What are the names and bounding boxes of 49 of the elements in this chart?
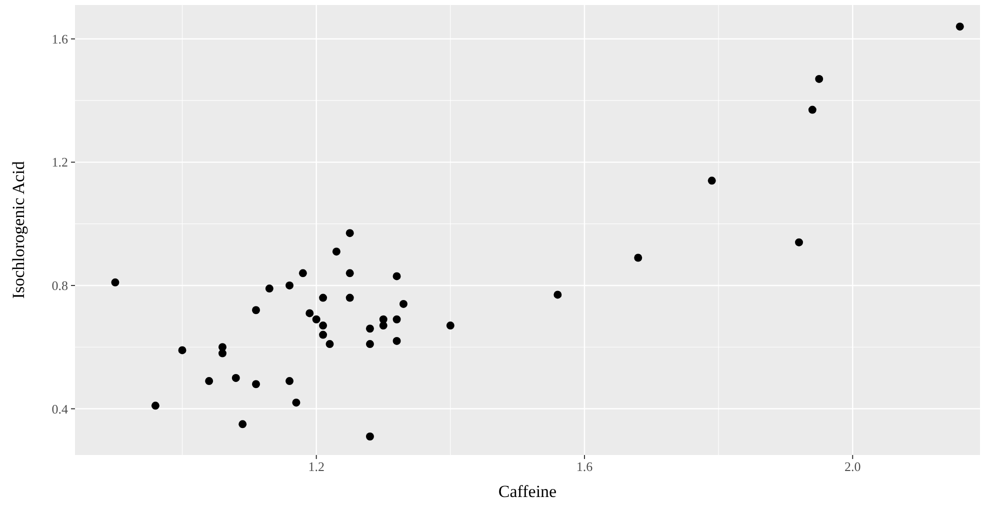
y-axis-title: Isochlorogenic Acid (9, 160, 28, 299)
point (392, 336, 401, 345)
point (319, 322, 328, 330)
point (808, 106, 816, 114)
point (292, 398, 300, 407)
point (218, 349, 226, 358)
point (178, 346, 186, 354)
point (634, 254, 642, 262)
point (346, 294, 354, 302)
point (399, 300, 408, 308)
point (232, 374, 240, 382)
y-tick-label: 1.2 (52, 154, 68, 170)
point (366, 324, 374, 333)
point (252, 380, 260, 388)
point (265, 284, 274, 293)
point (956, 22, 964, 31)
point (252, 306, 260, 314)
point (238, 420, 247, 428)
y-tick-label: 0.8 (52, 278, 68, 294)
point (326, 340, 334, 348)
point (392, 272, 401, 280)
point (346, 229, 354, 238)
y-tick-label: 1.6 (52, 31, 68, 46)
point (319, 330, 328, 339)
point (312, 315, 320, 324)
x-tick-label: 1.2 (308, 459, 324, 474)
point (708, 176, 716, 185)
point (366, 432, 374, 441)
point (379, 322, 388, 330)
point (554, 290, 562, 299)
point (111, 278, 120, 286)
point (366, 340, 374, 348)
point (815, 74, 824, 83)
y-tick-label: 0.4 (52, 401, 68, 416)
point (306, 309, 314, 318)
point (286, 377, 294, 386)
x-tick-label: 2.0 (844, 459, 861, 474)
point (392, 315, 401, 324)
point (151, 402, 160, 410)
point (346, 269, 354, 278)
point (332, 248, 340, 256)
point (319, 294, 328, 302)
point (298, 269, 307, 278)
x-tick-label: 1.6 (576, 459, 594, 474)
x-axis-title: Caffeine (498, 482, 557, 501)
point (205, 377, 214, 386)
point (795, 238, 803, 246)
point (286, 281, 294, 290)
point (446, 322, 454, 330)
